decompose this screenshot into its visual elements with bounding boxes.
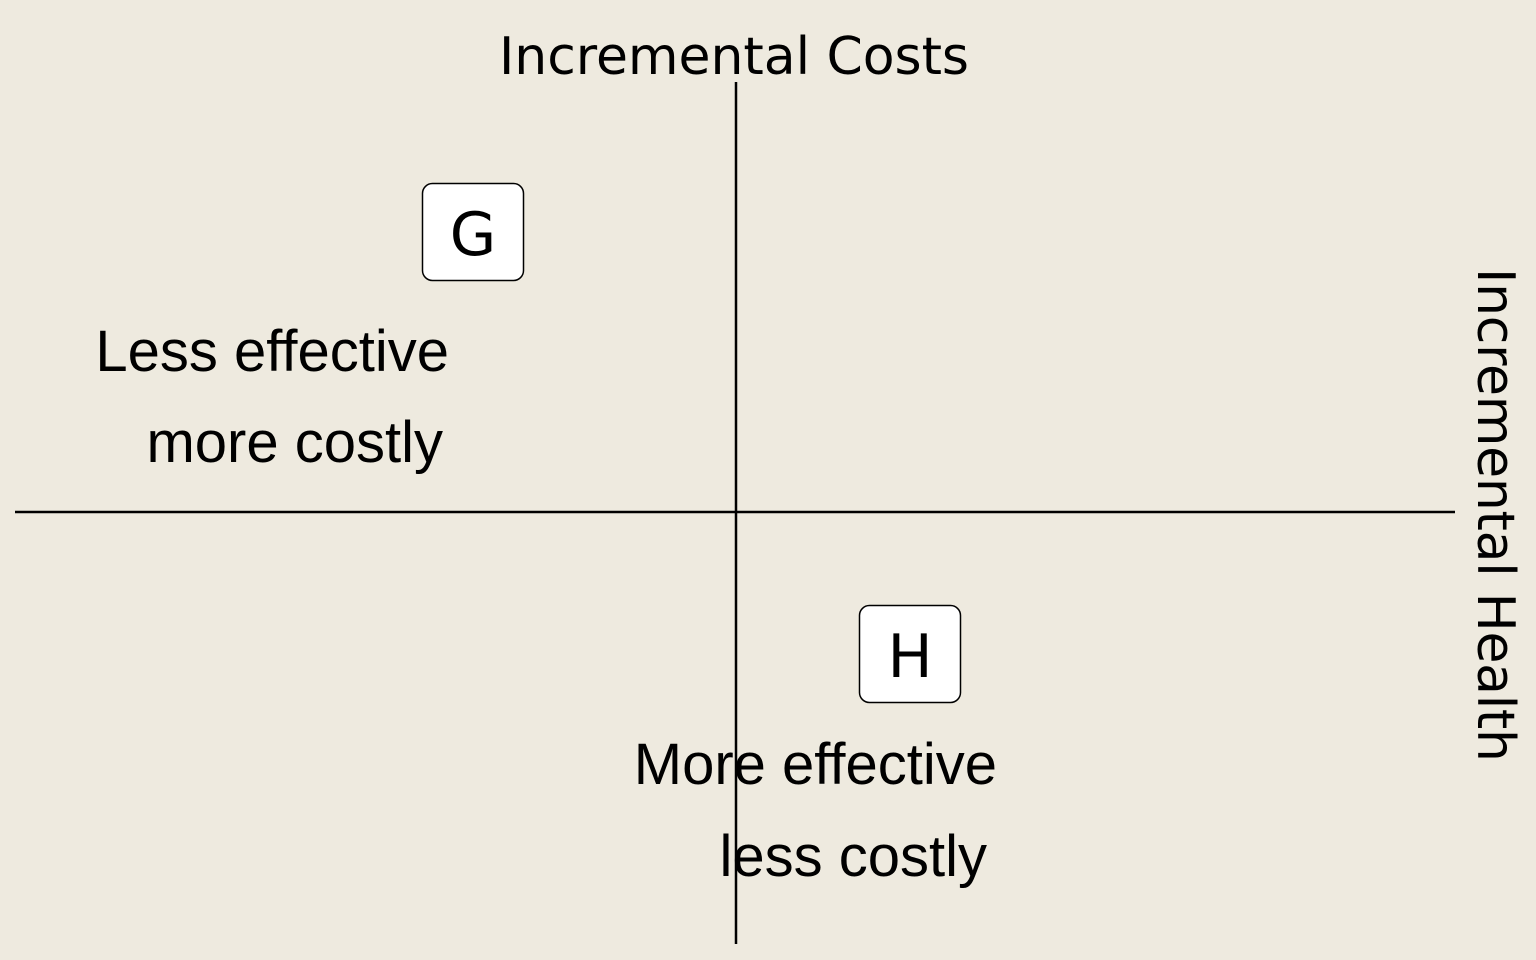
node-label: H: [887, 622, 932, 692]
quadrant-label: more costly: [146, 410, 443, 475]
quadrant-label: More effective: [634, 732, 997, 797]
x-axis-label: Incremental Health: [1465, 268, 1525, 762]
node-label: G: [450, 200, 497, 270]
node-box: [421, 182, 525, 282]
y-axis-label: Incremental Costs: [499, 27, 969, 87]
node-box: [858, 604, 962, 704]
quadrant-label: Less effective: [95, 319, 449, 384]
quadrant-label: less costly: [719, 824, 987, 889]
